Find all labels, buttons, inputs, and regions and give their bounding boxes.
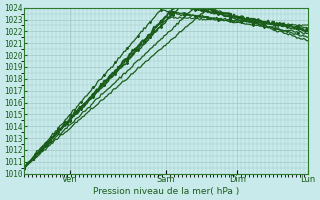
X-axis label: Pression niveau de la mer( hPa ): Pression niveau de la mer( hPa ) xyxy=(93,187,239,196)
